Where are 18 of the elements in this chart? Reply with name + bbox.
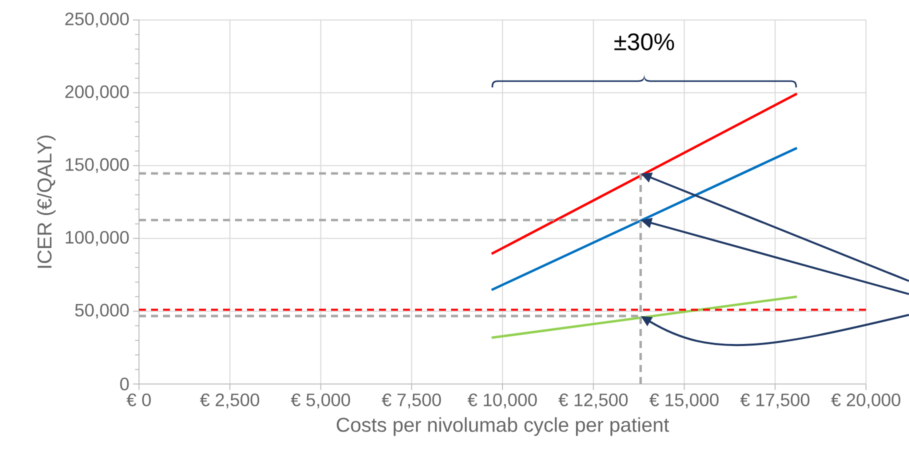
y-tick-label: 200,000: [65, 85, 129, 100]
y-axis-title: ICER (€/QALY): [36, 136, 56, 268]
x-tick-label: € 2,500: [200, 394, 260, 408]
x-tick-label: € 0: [126, 394, 151, 406]
y-tick-label: 0: [120, 378, 129, 390]
x-tick-label: € 20,000: [831, 394, 900, 408]
y-tick-label: 50,000: [75, 304, 129, 319]
x-axis-title: Costs per nivolumab cycle per patient: [336, 417, 670, 436]
x-tick-label: € 15,000: [649, 394, 719, 408]
x-tick-label: € 7,500: [382, 394, 441, 408]
annotation: ±30%: [614, 33, 674, 50]
y-tick-label: 150,000: [66, 158, 129, 174]
x-tick-label: € 17,500: [740, 394, 810, 408]
y-tick-label: 100,000: [66, 230, 129, 246]
x-tick-label: € 12,500: [558, 394, 628, 408]
x-tick-label: € 5,000: [290, 394, 350, 408]
x-tick-label: € 10,000: [468, 394, 537, 408]
y-tick-label: 250,000: [65, 12, 129, 28]
